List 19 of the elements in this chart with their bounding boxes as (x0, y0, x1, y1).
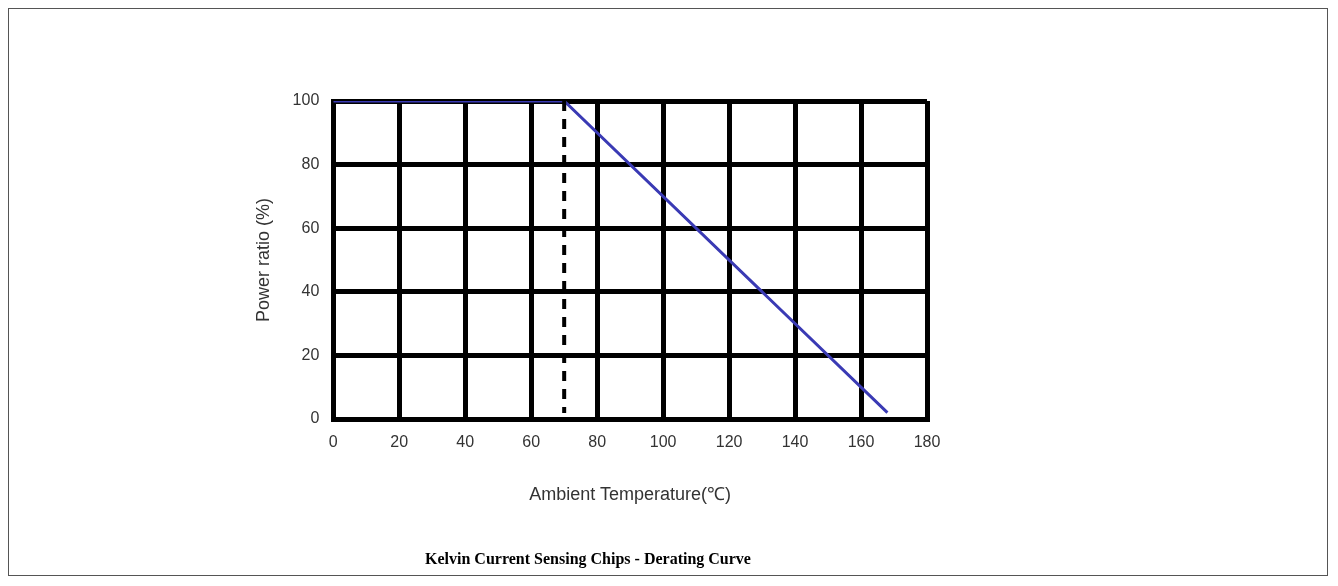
y-tick-label: 80 (301, 155, 320, 173)
x-tick-label: 140 (781, 433, 809, 451)
x-axis-title: Ambient Temperature(℃) (529, 483, 732, 504)
x-tick-label: 40 (456, 433, 475, 451)
x-tick-label: 80 (588, 433, 607, 451)
y-tick-label: 0 (310, 409, 320, 427)
y-tick-label: 20 (301, 345, 320, 363)
x-tick-label: 20 (390, 433, 409, 451)
x-tick-label: 0 (328, 433, 338, 451)
y-axis-title: Power ratio (%) (252, 197, 273, 323)
x-tick-label: 100 (649, 433, 677, 451)
x-tick-label: 120 (715, 433, 743, 451)
x-tick-label: 160 (847, 433, 875, 451)
y-tick-label: 100 (292, 91, 320, 109)
x-tick-label: 180 (913, 433, 941, 451)
y-tick-label: 60 (301, 218, 320, 236)
x-tick-label: 60 (522, 433, 541, 451)
text: Kelvin Current Sensing Chips - Derating Curve (425, 549, 751, 568)
y-tick-label: 40 (301, 282, 320, 300)
